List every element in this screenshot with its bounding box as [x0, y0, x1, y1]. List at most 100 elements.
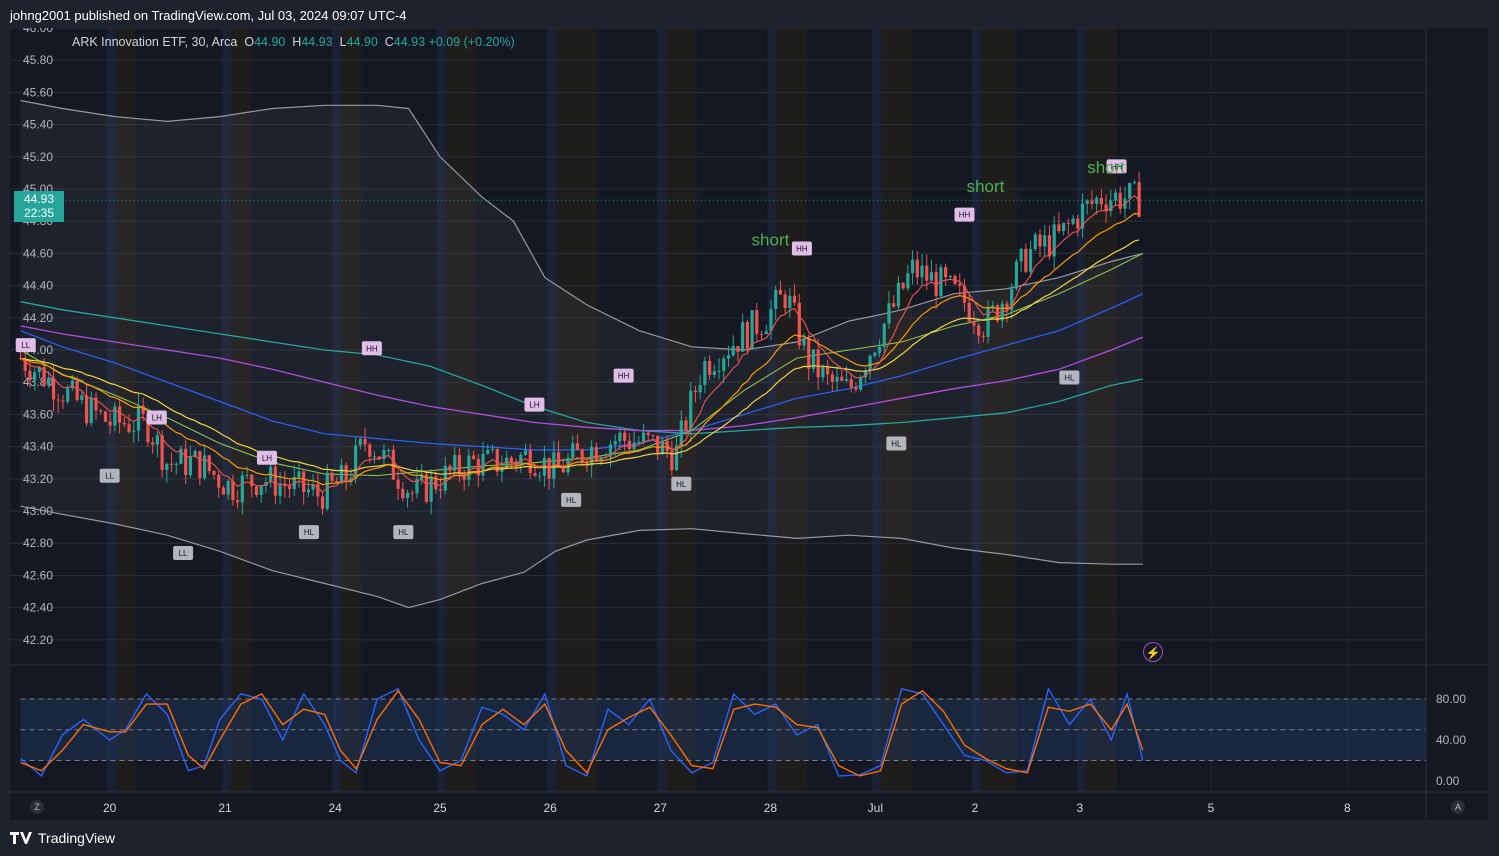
- candle-body: [944, 267, 948, 278]
- candle-body: [382, 449, 386, 460]
- candle-body: [764, 331, 768, 335]
- candle-body: [37, 366, 41, 373]
- pivot-label: LL: [179, 549, 188, 558]
- chart-canvas[interactable]: 46.0045.8045.6045.4045.2045.0044.8044.60…: [10, 28, 1488, 820]
- tradingview-logo[interactable]: TradingView: [10, 830, 115, 846]
- brand-name: TradingView: [38, 830, 116, 846]
- y-tick-label: 42.80: [23, 536, 53, 550]
- pivot-label: HL: [304, 528, 315, 537]
- candle-body: [1128, 182, 1132, 199]
- candle-body: [623, 432, 627, 441]
- candle-body: [122, 422, 126, 425]
- candle-body: [741, 322, 745, 352]
- candle-body: [188, 457, 193, 475]
- candle-body: [151, 442, 155, 445]
- legend-open: 44.90: [254, 35, 286, 49]
- legend-h-label: H: [292, 35, 302, 49]
- candle-body: [448, 465, 452, 471]
- candle-body: [651, 435, 655, 437]
- candle-body: [264, 482, 268, 486]
- candle-body: [826, 366, 830, 375]
- candle-body: [660, 440, 665, 455]
- candle-body: [594, 447, 598, 462]
- pivot-label: HH: [796, 244, 808, 253]
- stoch-tick-label: 80.00: [1436, 692, 1466, 706]
- candle-body: [358, 438, 362, 446]
- y-tick-label: 45.20: [23, 150, 53, 164]
- candle-body: [127, 424, 131, 432]
- candle-body: [1047, 235, 1052, 257]
- candle-body: [132, 430, 136, 432]
- candle-body: [915, 259, 919, 278]
- x-tick-label: 26: [543, 801, 557, 815]
- publish-info: johng2001 published on TradingView.com, …: [10, 8, 407, 23]
- lightning-icon[interactable]: ⚡: [1143, 642, 1163, 662]
- pivot-label: LH: [529, 401, 539, 410]
- candle-body: [287, 486, 292, 489]
- y-tick-label: 45.80: [23, 53, 53, 67]
- last-price-badge: 44.93 22:35: [14, 191, 64, 222]
- candle-body: [977, 325, 981, 336]
- candle-body: [236, 500, 240, 503]
- zoom-button[interactable]: Z: [30, 800, 44, 814]
- y-tick-label: 43.20: [23, 472, 53, 486]
- y-tick-label: 44.40: [23, 279, 53, 293]
- candle-body: [198, 451, 202, 479]
- candle-body: [1095, 197, 1099, 204]
- candle-body: [108, 421, 112, 426]
- candle-body: [910, 259, 915, 274]
- pivot-label-box: [99, 468, 120, 483]
- candle-body: [972, 321, 976, 326]
- candle-body: [429, 476, 433, 502]
- candle-body: [1109, 200, 1113, 212]
- candle-body: [344, 465, 348, 482]
- candle-body: [575, 443, 580, 450]
- candle-body: [769, 308, 773, 332]
- premarket-band: [767, 28, 777, 792]
- y-tick-label: 44.60: [23, 246, 53, 260]
- candle-body: [500, 468, 504, 472]
- candle-body: [807, 337, 811, 369]
- premarket-band: [971, 28, 981, 792]
- candle-body: [755, 310, 759, 334]
- candle-body: [462, 474, 466, 480]
- candle-body: [1014, 261, 1019, 289]
- pivot-label-box: [15, 338, 36, 353]
- auto-scale-button[interactable]: A: [1451, 800, 1465, 814]
- bollinger-upper: [20, 99, 1143, 351]
- x-tick-label: 20: [103, 801, 117, 815]
- pivot-label: LH: [152, 414, 162, 423]
- stoch-tick-label: 40.00: [1436, 733, 1466, 747]
- sma-teal-line: [20, 301, 1143, 435]
- chart-pane: [10, 28, 1488, 820]
- candle-body: [712, 371, 716, 375]
- candle-body: [325, 472, 329, 509]
- pivot-label-box: [1059, 370, 1080, 385]
- candle-body: [995, 305, 1000, 321]
- stoch-k-line: [20, 686, 1144, 777]
- candle-body: [1076, 218, 1080, 229]
- candle-body: [882, 323, 886, 347]
- candle-body: [66, 388, 70, 402]
- legend-title[interactable]: ARK Innovation ETF, 30, Arca: [72, 35, 238, 49]
- candle-body: [56, 399, 60, 401]
- pivot-label-box: [791, 241, 812, 256]
- pivot-label-box: [524, 397, 545, 412]
- sma-purple-line: [20, 325, 1144, 432]
- x-tick-label: 24: [328, 801, 342, 815]
- candle-body: [840, 376, 844, 381]
- candle-body: [28, 370, 32, 381]
- candle-body: [1019, 248, 1023, 262]
- candle-body: [670, 450, 674, 470]
- candle-body: [613, 441, 617, 445]
- pivot-label: HL: [398, 528, 409, 537]
- x-tick-label: 27: [654, 801, 668, 815]
- legend-high: 44.93: [301, 35, 333, 49]
- candle-body: [967, 302, 971, 322]
- candle-body: [627, 440, 631, 449]
- candle-body: [986, 307, 990, 337]
- candle-body: [958, 283, 962, 286]
- candle-body: [1000, 303, 1004, 321]
- candle-body: [1010, 288, 1014, 311]
- candle-body: [1028, 249, 1033, 272]
